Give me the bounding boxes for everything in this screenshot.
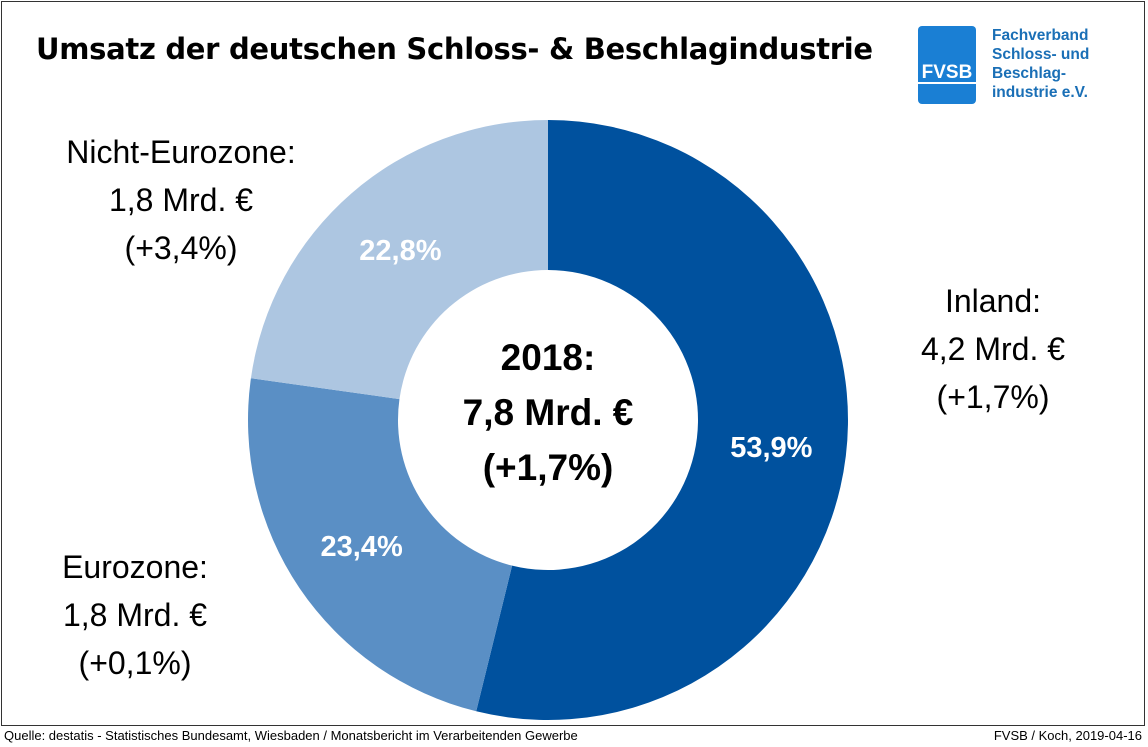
logo-line: industrie e.V. (992, 84, 1088, 101)
outside-label: (+1,7%) (937, 379, 1050, 415)
outside-label: 1,8 Mrd. € (109, 182, 253, 218)
logo-text: Fachverband Schloss- und Beschlag- indus… (992, 26, 1142, 102)
outside-label: 1,8 Mrd. € (63, 597, 207, 633)
slice-percent-label: 53,9% (730, 432, 812, 464)
credit-note: FVSB / Koch, 2019-04-16 (993, 728, 1142, 743)
chart-title: Umsatz der deutschen Schloss- & Beschlag… (36, 32, 873, 66)
logo-line: Fachverband (992, 27, 1089, 44)
logo-line: Schloss- und (992, 46, 1090, 63)
center-label: 7,8 Mrd. € (463, 392, 634, 433)
outside-label: (+0,1%) (79, 645, 192, 681)
outside-label: Eurozone: (62, 549, 208, 585)
center-label: (+1,7%) (483, 447, 614, 488)
logo-line: Beschlag- (992, 65, 1067, 82)
outside-label: (+3,4%) (125, 230, 238, 266)
fvsb-logo-icon: FVSB (918, 26, 976, 104)
chart-frame (1, 1, 1145, 726)
logo-mark: FVSB (922, 62, 973, 83)
slice-percent-label: 23,4% (321, 531, 403, 563)
slice-percent-label: 22,8% (359, 235, 441, 267)
slice-inland (476, 120, 848, 720)
donut-chart: 53,9% Inland: 4,2 Mrd. € (+1,7%) 23,4% Eurozo… (62, 120, 1065, 720)
outside-label: Nicht-Eurozone: (66, 134, 295, 170)
slice-nicht-eurozone (250, 120, 549, 400)
outside-label: Inland: (945, 283, 1041, 319)
source-note: Quelle: destatis - Statistisches Bundesa… (4, 728, 578, 743)
slice-eurozone (248, 378, 513, 712)
center-label: 2018: (501, 337, 596, 378)
outside-label: 4,2 Mrd. € (921, 331, 1065, 367)
